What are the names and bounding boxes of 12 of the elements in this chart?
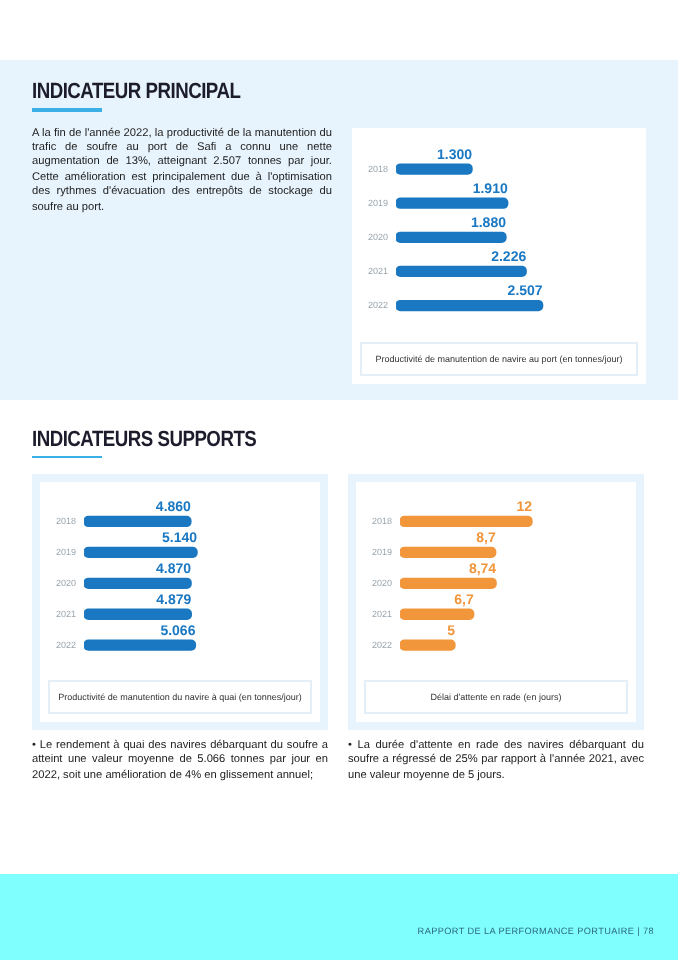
- bar: [396, 264, 527, 277]
- bar: [396, 298, 544, 311]
- chart-title: INDICATEURS SUPPORTS: [32, 427, 259, 451]
- bar: [400, 608, 475, 620]
- bar: [396, 162, 473, 174]
- text: INDICATEUR PRINCIPAL: [32, 80, 243, 104]
- bar: [400, 639, 456, 651]
- bar: [400, 577, 497, 589]
- bar: [396, 196, 509, 208]
- bar: [400, 515, 533, 528]
- bar: [400, 546, 497, 559]
- bar: [396, 230, 507, 242]
